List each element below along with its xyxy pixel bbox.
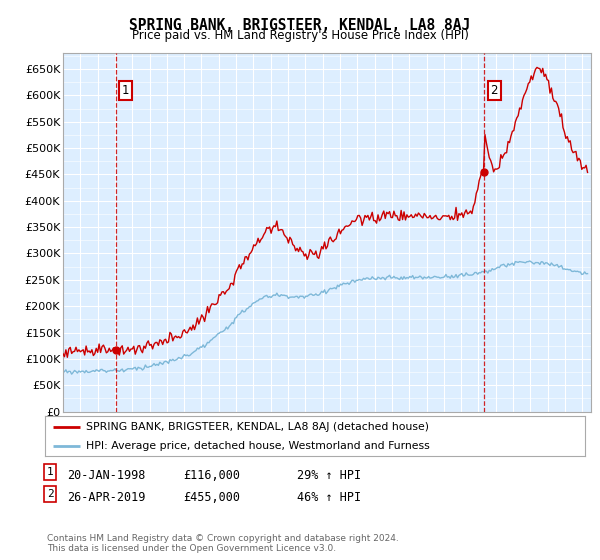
Text: 1: 1 xyxy=(122,83,130,96)
Text: 20-JAN-1998: 20-JAN-1998 xyxy=(67,469,146,482)
Text: HPI: Average price, detached house, Westmorland and Furness: HPI: Average price, detached house, West… xyxy=(86,441,429,450)
Text: £116,000: £116,000 xyxy=(183,469,240,482)
Text: 2: 2 xyxy=(491,83,498,96)
Text: 2: 2 xyxy=(47,489,53,499)
Text: SPRING BANK, BRIGSTEER, KENDAL, LA8 8AJ (detached house): SPRING BANK, BRIGSTEER, KENDAL, LA8 8AJ … xyxy=(86,422,428,432)
Text: 46% ↑ HPI: 46% ↑ HPI xyxy=(297,491,361,503)
Text: £455,000: £455,000 xyxy=(183,491,240,503)
Text: 1: 1 xyxy=(47,467,53,477)
Text: 26-APR-2019: 26-APR-2019 xyxy=(67,491,146,503)
Text: Contains HM Land Registry data © Crown copyright and database right 2024.
This d: Contains HM Land Registry data © Crown c… xyxy=(47,534,398,553)
Text: SPRING BANK, BRIGSTEER, KENDAL, LA8 8AJ: SPRING BANK, BRIGSTEER, KENDAL, LA8 8AJ xyxy=(130,18,470,33)
Text: 29% ↑ HPI: 29% ↑ HPI xyxy=(297,469,361,482)
Text: Price paid vs. HM Land Registry's House Price Index (HPI): Price paid vs. HM Land Registry's House … xyxy=(131,29,469,42)
